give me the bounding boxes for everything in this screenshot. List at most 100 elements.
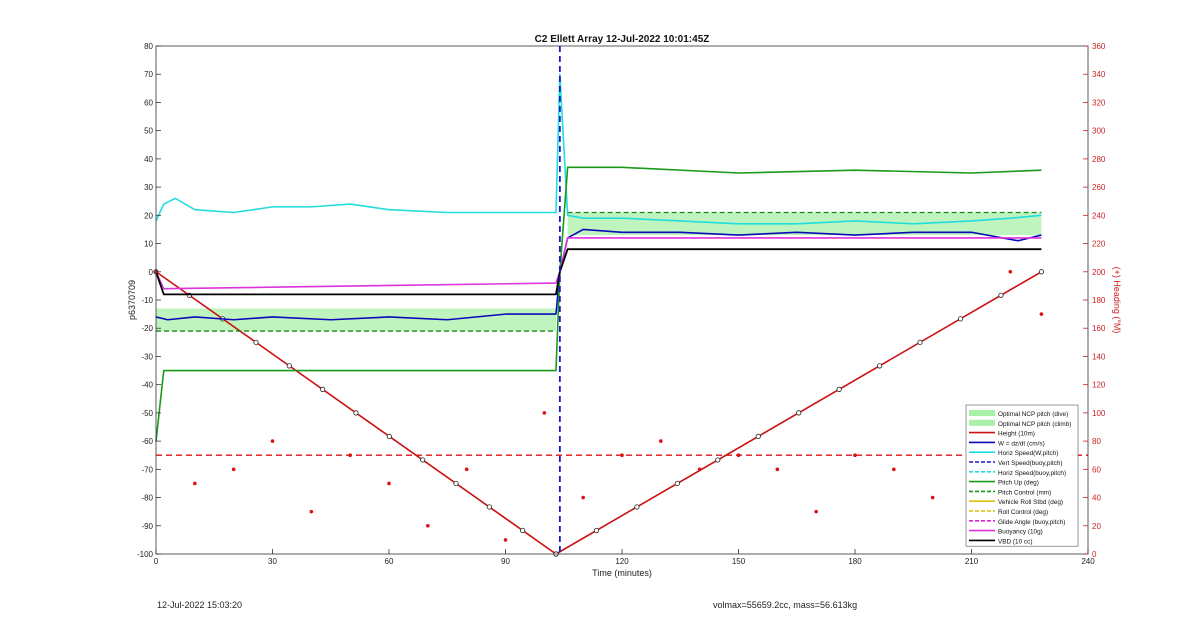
- y-tick-label: 0: [149, 268, 154, 277]
- y2-tick-label: 260: [1092, 183, 1106, 192]
- y-tick-label: 10: [144, 240, 153, 249]
- height-marker: [386, 433, 392, 440]
- height-marker: [634, 504, 640, 510]
- optimal-pitch-dive-band: [156, 308, 556, 332]
- y-tick-label: 80: [144, 42, 153, 51]
- heading-point: [387, 481, 391, 486]
- legend-entry: Pitch Control (mm): [998, 489, 1051, 496]
- legend-entry: Vert Speed(buoy,pitch): [998, 460, 1063, 467]
- heading-point: [1039, 312, 1044, 316]
- series-line-5: [155, 248, 1042, 296]
- chart-title: C2 Ellett Array 12-Jul-2022 10:01:45Z: [535, 34, 710, 45]
- heading-point: [1008, 269, 1013, 274]
- x-axis-label: Time (minutes): [592, 568, 652, 578]
- y-tick-label: 40: [144, 155, 153, 164]
- legend-entry: VBD (10 cc): [998, 538, 1032, 545]
- heading-point: [231, 467, 236, 472]
- y2-tick-label: 20: [1092, 522, 1101, 531]
- legend-entry: Roll Control (deg): [998, 509, 1048, 516]
- y2-tick-label: 120: [1092, 381, 1106, 390]
- y-tick-label: 70: [144, 70, 153, 79]
- y2-tick-label: 300: [1092, 127, 1106, 136]
- series-line-4: [155, 237, 1042, 290]
- x-tick-label: 0: [154, 557, 159, 566]
- heading-point: [348, 453, 352, 458]
- y-tick-label: -60: [141, 437, 153, 446]
- height-marker: [674, 480, 680, 487]
- heading-point: [620, 453, 624, 458]
- heading-point: [503, 538, 508, 542]
- height-marker: [353, 410, 359, 416]
- height-marker: [796, 410, 802, 416]
- y2-tick-label: 60: [1092, 465, 1101, 474]
- height-marker: [420, 457, 426, 463]
- x-tick-label: 210: [965, 557, 979, 566]
- height-marker: [836, 386, 842, 392]
- y-tick-label: -90: [141, 522, 153, 531]
- heading-point: [193, 481, 197, 486]
- height-marker: [917, 339, 923, 345]
- y2-tick-label: 220: [1092, 240, 1106, 249]
- footer-timestamp: 12-Jul-2022 15:03:20: [157, 600, 243, 610]
- y2-tick-label: 360: [1092, 42, 1106, 51]
- y2-tick-label: 160: [1092, 324, 1106, 333]
- legend-entry: Buoyancy (10g): [998, 529, 1043, 536]
- y-tick-label: -70: [141, 465, 153, 474]
- height-marker: [593, 527, 600, 534]
- heading-point: [464, 467, 469, 472]
- height-marker: [520, 527, 526, 534]
- y-tick-label: -10: [141, 296, 153, 305]
- y2-tick-label: 320: [1092, 98, 1106, 107]
- y-tick-label: -100: [137, 550, 154, 559]
- height-marker: [755, 433, 761, 440]
- y2-tick-label: 140: [1092, 352, 1106, 361]
- legend-entry: Optimal NCP pitch (dive): [998, 411, 1068, 418]
- x-tick-label: 60: [385, 557, 394, 566]
- y-tick-label: -30: [141, 352, 153, 361]
- height-marker: [715, 457, 721, 463]
- legend-box: [965, 404, 1079, 547]
- heading-point: [697, 467, 702, 472]
- y2-tick-label: 180: [1092, 296, 1106, 305]
- x-tick-label: 30: [268, 557, 277, 566]
- y2-tick-label: 240: [1092, 211, 1106, 220]
- y2-tick-label: 0: [1092, 550, 1097, 559]
- x-tick-label: 180: [848, 557, 862, 566]
- y-tick-label: 50: [144, 127, 153, 136]
- legend-entry: Pitch Up (deg): [998, 480, 1039, 487]
- heading-point: [892, 467, 896, 472]
- heading-point: [775, 467, 780, 472]
- footer-summary: volmax=55659.2cc, mass=56.613kg: [713, 600, 858, 610]
- legend-swatch: [969, 419, 995, 426]
- y-tick-label: -50: [141, 409, 153, 418]
- x-tick-label: 240: [1081, 557, 1095, 566]
- legend-entry: Horiz Speed(W,pitch): [998, 450, 1058, 457]
- y2-tick-label: 340: [1092, 70, 1106, 79]
- height-marker: [453, 480, 459, 487]
- heading-point: [542, 411, 547, 415]
- heading-point: [814, 509, 818, 514]
- height-marker: [320, 386, 326, 392]
- heading-point: [309, 509, 314, 514]
- y-axis-label: p6370709: [127, 280, 137, 320]
- y-tick-label: 60: [144, 98, 153, 107]
- series-line-1: [155, 228, 1042, 321]
- height-marker: [876, 363, 883, 369]
- y2-tick-label: 100: [1092, 409, 1106, 418]
- series-line-3: [155, 166, 1042, 442]
- heading-point: [581, 495, 585, 500]
- height-marker: [253, 339, 259, 345]
- heading-point: [853, 453, 857, 458]
- legend-entry: W = dz/dt (cm/s): [998, 440, 1045, 447]
- y2-tick-label: 40: [1092, 494, 1101, 503]
- y2-tick-label: 200: [1092, 268, 1106, 277]
- heading-point: [426, 523, 430, 528]
- heading-point: [270, 439, 275, 443]
- y-tick-label: -40: [141, 381, 153, 390]
- x-tick-label: 150: [732, 557, 746, 566]
- y2-tick-label: 80: [1092, 437, 1101, 446]
- y-tick-label: 30: [144, 183, 153, 192]
- height-marker: [957, 316, 964, 322]
- legend-swatch: [969, 410, 995, 416]
